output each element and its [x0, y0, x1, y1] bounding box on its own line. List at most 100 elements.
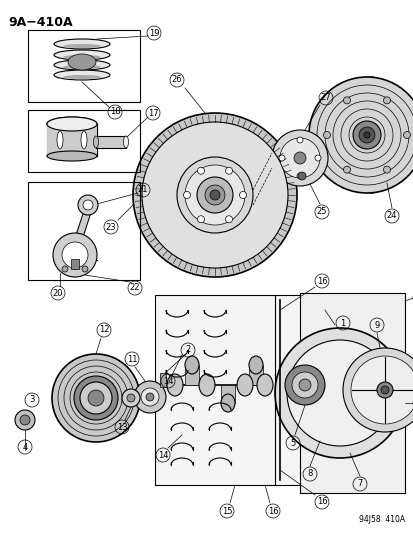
Text: 17: 17 [147, 109, 158, 117]
Ellipse shape [54, 50, 110, 60]
Circle shape [80, 382, 112, 414]
Circle shape [314, 155, 320, 161]
Text: 12: 12 [99, 326, 109, 335]
Circle shape [323, 132, 330, 139]
Circle shape [204, 185, 224, 205]
Bar [159, 373, 166, 387]
Text: 94J58  410A: 94J58 410A [358, 515, 404, 524]
Text: 16: 16 [267, 506, 278, 515]
Circle shape [350, 356, 413, 424]
Bar [28, 182, 140, 280]
Circle shape [296, 137, 302, 143]
Circle shape [296, 173, 302, 179]
Circle shape [342, 348, 413, 432]
Ellipse shape [123, 136, 128, 148]
Circle shape [343, 97, 350, 104]
Text: 16: 16 [316, 497, 327, 506]
Circle shape [363, 132, 369, 138]
Text: 9A−410A: 9A−410A [8, 16, 72, 29]
Circle shape [133, 113, 296, 277]
Circle shape [376, 382, 392, 398]
Bar [185, 365, 199, 385]
Text: 26: 26 [171, 76, 182, 85]
Circle shape [298, 379, 310, 391]
Ellipse shape [47, 151, 97, 161]
Text: 13: 13 [116, 423, 127, 432]
Circle shape [20, 415, 30, 425]
Text: 14: 14 [157, 450, 168, 459]
Text: 15: 15 [221, 506, 232, 515]
Circle shape [197, 216, 204, 223]
Bar [28, 110, 140, 172]
Ellipse shape [236, 374, 252, 396]
Text: 2: 2 [185, 345, 190, 354]
Bar [248, 365, 262, 385]
Ellipse shape [54, 60, 110, 70]
Text: 19: 19 [148, 28, 159, 37]
Circle shape [82, 266, 88, 272]
Circle shape [83, 200, 93, 210]
Text: 11: 11 [126, 354, 137, 364]
Circle shape [297, 172, 305, 180]
Bar [71, 259, 79, 269]
Ellipse shape [185, 356, 199, 374]
Circle shape [197, 167, 204, 174]
Circle shape [358, 127, 374, 143]
Circle shape [271, 130, 327, 186]
Bar [96, 136, 126, 148]
Bar [299, 293, 404, 493]
Text: 16: 16 [316, 277, 327, 286]
Text: 24: 24 [386, 212, 396, 221]
Ellipse shape [81, 131, 87, 149]
Ellipse shape [63, 44, 101, 48]
Text: 20: 20 [52, 288, 63, 297]
Circle shape [177, 157, 252, 233]
Text: 3: 3 [29, 395, 35, 405]
Circle shape [52, 354, 140, 442]
Circle shape [197, 177, 233, 213]
Circle shape [380, 386, 388, 394]
Circle shape [53, 233, 97, 277]
Circle shape [352, 121, 380, 149]
Circle shape [225, 216, 232, 223]
Circle shape [343, 166, 350, 173]
Circle shape [382, 97, 389, 104]
Ellipse shape [63, 65, 101, 69]
Circle shape [209, 190, 219, 200]
Circle shape [88, 390, 104, 406]
Circle shape [291, 372, 317, 398]
Circle shape [122, 389, 140, 407]
Text: 14: 14 [162, 376, 173, 385]
Text: 27: 27 [320, 93, 330, 102]
Ellipse shape [166, 374, 183, 396]
Bar [47, 124, 97, 156]
Ellipse shape [54, 39, 110, 49]
Ellipse shape [54, 70, 110, 80]
Circle shape [134, 381, 166, 413]
Ellipse shape [47, 117, 97, 131]
Ellipse shape [63, 75, 101, 79]
Circle shape [141, 388, 159, 406]
Text: 7: 7 [356, 480, 362, 489]
Circle shape [279, 138, 319, 178]
Circle shape [15, 410, 35, 430]
Ellipse shape [57, 131, 63, 149]
Text: 9: 9 [373, 320, 379, 329]
Circle shape [284, 365, 324, 405]
Circle shape [74, 376, 118, 420]
Ellipse shape [221, 394, 235, 412]
Ellipse shape [358, 77, 384, 193]
Ellipse shape [199, 374, 214, 396]
Text: 22: 22 [129, 284, 140, 293]
Circle shape [239, 191, 246, 198]
Ellipse shape [47, 117, 97, 131]
Circle shape [403, 132, 410, 139]
Circle shape [142, 122, 287, 268]
Text: 21: 21 [138, 185, 148, 195]
Bar [28, 30, 140, 102]
Circle shape [78, 195, 98, 215]
Circle shape [146, 393, 154, 401]
Circle shape [225, 167, 232, 174]
Circle shape [293, 152, 305, 164]
Circle shape [62, 266, 68, 272]
